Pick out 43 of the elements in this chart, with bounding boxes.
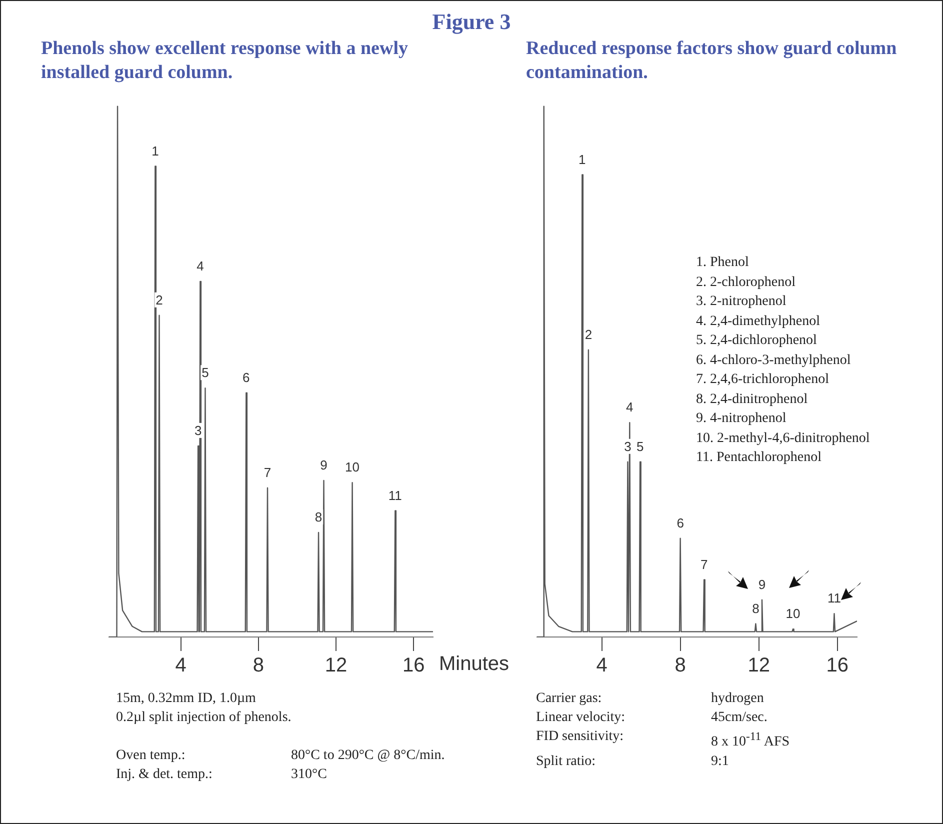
annotation: 3 [194,423,202,438]
annotation: 11 [388,488,402,503]
annotation: 5 [202,365,209,380]
x-tick-label: 8 [674,654,686,677]
text: Inj. & det. temp.: 310°C [116,767,327,782]
annotation: 1 [152,143,159,158]
x-tick-label: 16 [402,654,425,677]
annotation: 4 [196,258,204,274]
text: 15m, 0.32mm ID, 1.0µm [116,690,257,708]
x-tick-label: 4 [175,654,186,677]
x-tick-label: 8 [252,654,264,677]
text: FID sensitivity: 8 x 10$^{-11}$ AFS [536,729,790,750]
annotation: 3 [624,438,632,454]
text: 0.2µl split injection of phenols. [116,709,292,727]
text: Linear velocity: 45cm/sec. [536,710,768,725]
annotation: 9 [758,576,766,592]
x-tick-label: 4 [596,654,608,677]
text: 1. Phenol 2. 2-chlorophenol 3. 2-nitrophenol 4. 2,4-dimethylphenol 5. 2,4-dichlorophenol 6. 4-chloro-3-methylphenol 7. 2,4,6-trichlorophenol 8. 2,4-dinitrophenol 9. 4-nitrophenol 10. 2-methyl-4,6-dinitrophenol 11. Pentachlorophenol [696,255,870,465]
chart-title: Figure 3 [431,9,512,35]
annotation: 6 [242,370,250,385]
annotation: 11 [827,590,841,606]
annotation: 5 [636,438,644,454]
chart-subtitle: Phenols show excellent response with a newly installed guard column. [41,37,409,85]
annotation: 8 [314,510,322,525]
annotation: 9 [320,458,328,473]
annotation: 4 [626,400,634,415]
x-tick-label: 16 [826,654,848,677]
annotation: 1 [578,152,586,167]
text: Oven temp.: 80°C to 290°C @ 8°C/min. [116,748,445,763]
annotation: 7 [264,464,272,480]
annotation: 10 [345,460,360,475]
text: Split ratio: 9:1 [536,754,729,769]
annotation: 7 [700,556,708,572]
annotation: 2 [584,326,592,342]
x-tick-label: 12 [324,654,348,677]
annotation: 8 [752,600,760,616]
x-axis-title: Minutes [439,653,510,676]
chart-subtitle: Reduced response factors show guard column contamination. [526,37,898,85]
annotation: 6 [676,515,684,530]
x-tick-label: 12 [748,654,770,677]
annotation: 10 [786,606,800,622]
text: Carrier gas: hydrogen [536,691,764,706]
annotation: 2 [156,292,163,308]
